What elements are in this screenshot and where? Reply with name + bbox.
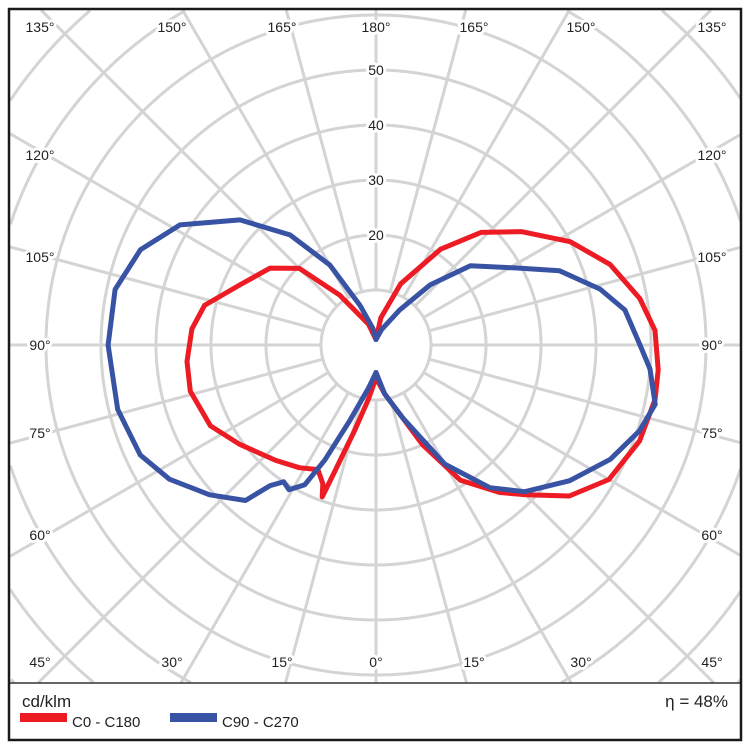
unit-label: cd/klm	[22, 692, 71, 711]
angle-label-right: 105°	[698, 249, 727, 265]
curve-c0-c180-left-half	[184, 265, 379, 500]
grid-ring-70	[10, 10, 741, 683]
curves	[105, 217, 661, 503]
angle-label-right: 90°	[701, 337, 722, 353]
angle-label-top: 165°	[460, 19, 489, 35]
grid-spoke	[10, 371, 330, 558]
radial-tick-label: 40	[368, 117, 384, 133]
grid-spoke	[422, 132, 741, 319]
angle-label-left: 90°	[29, 337, 50, 353]
angle-label-top: 180°	[362, 19, 391, 35]
angle-label-right: 60°	[701, 527, 722, 543]
angle-label-left: 75°	[29, 425, 50, 441]
radial-tick-label: 30	[368, 172, 384, 188]
grid-spoke	[428, 245, 741, 333]
angle-label-top: 165°	[268, 19, 297, 35]
grid-spoke	[10, 132, 330, 319]
angle-label-bottom: 15°	[271, 654, 292, 670]
angle-label-bottom: 30°	[161, 654, 182, 670]
legend-swatch-c0-c180	[20, 713, 67, 722]
grid-spoke	[388, 397, 469, 683]
grid-spoke	[402, 10, 571, 299]
angle-label-bottom: 15°	[463, 654, 484, 670]
angle-label-bottom: 45°	[701, 654, 722, 670]
grid-spoke	[36, 382, 339, 683]
grid-spoke	[39, 10, 339, 308]
grid-spoke	[284, 10, 364, 293]
grid-spoke	[422, 371, 741, 558]
grid-spoke	[428, 357, 741, 445]
angle-label-left: 120°	[26, 147, 55, 163]
angle-label-top: 135°	[26, 19, 55, 35]
angle-label-top: 135°	[698, 19, 727, 35]
curve-c90-c270-right-half	[373, 263, 658, 495]
grid-spoke	[413, 10, 713, 308]
angle-label-left: 105°	[26, 249, 55, 265]
axis-labels: 135° 150° 165° 180° 165° 150° 135° 45° 30° 15° 0° 1…	[23, 16, 730, 673]
angle-label-bottom: 0°	[369, 654, 382, 670]
angle-label-left: 60°	[29, 527, 50, 543]
grid-spoke	[179, 391, 350, 683]
legend-swatch-c90-c270	[170, 713, 217, 722]
angle-label-right: 75°	[701, 425, 722, 441]
legend-label-c90-c270: C90 - C270	[222, 714, 299, 731]
grid-spoke	[413, 382, 716, 683]
angle-label-top: 150°	[567, 19, 596, 35]
legend-label-c0-c180: C0 - C180	[72, 714, 140, 731]
grid-spoke	[402, 391, 573, 683]
angle-label-bottom: 45°	[29, 654, 50, 670]
grid-spoke	[10, 245, 324, 333]
angle-label-right: 120°	[698, 147, 727, 163]
efficiency-label: η = 48%	[665, 692, 728, 711]
grid-spoke	[388, 10, 468, 293]
angle-label-top: 150°	[158, 19, 187, 35]
radial-tick-label: 50	[368, 62, 384, 78]
chart-frame	[7, 7, 743, 742]
curve-c90-c270-left-half	[105, 217, 379, 503]
angle-label-bottom: 30°	[570, 654, 591, 670]
grid-ring-80	[10, 10, 741, 683]
radial-tick-label: 20	[368, 227, 384, 243]
grid-spoke	[181, 10, 350, 299]
grid-spoke	[10, 357, 324, 445]
